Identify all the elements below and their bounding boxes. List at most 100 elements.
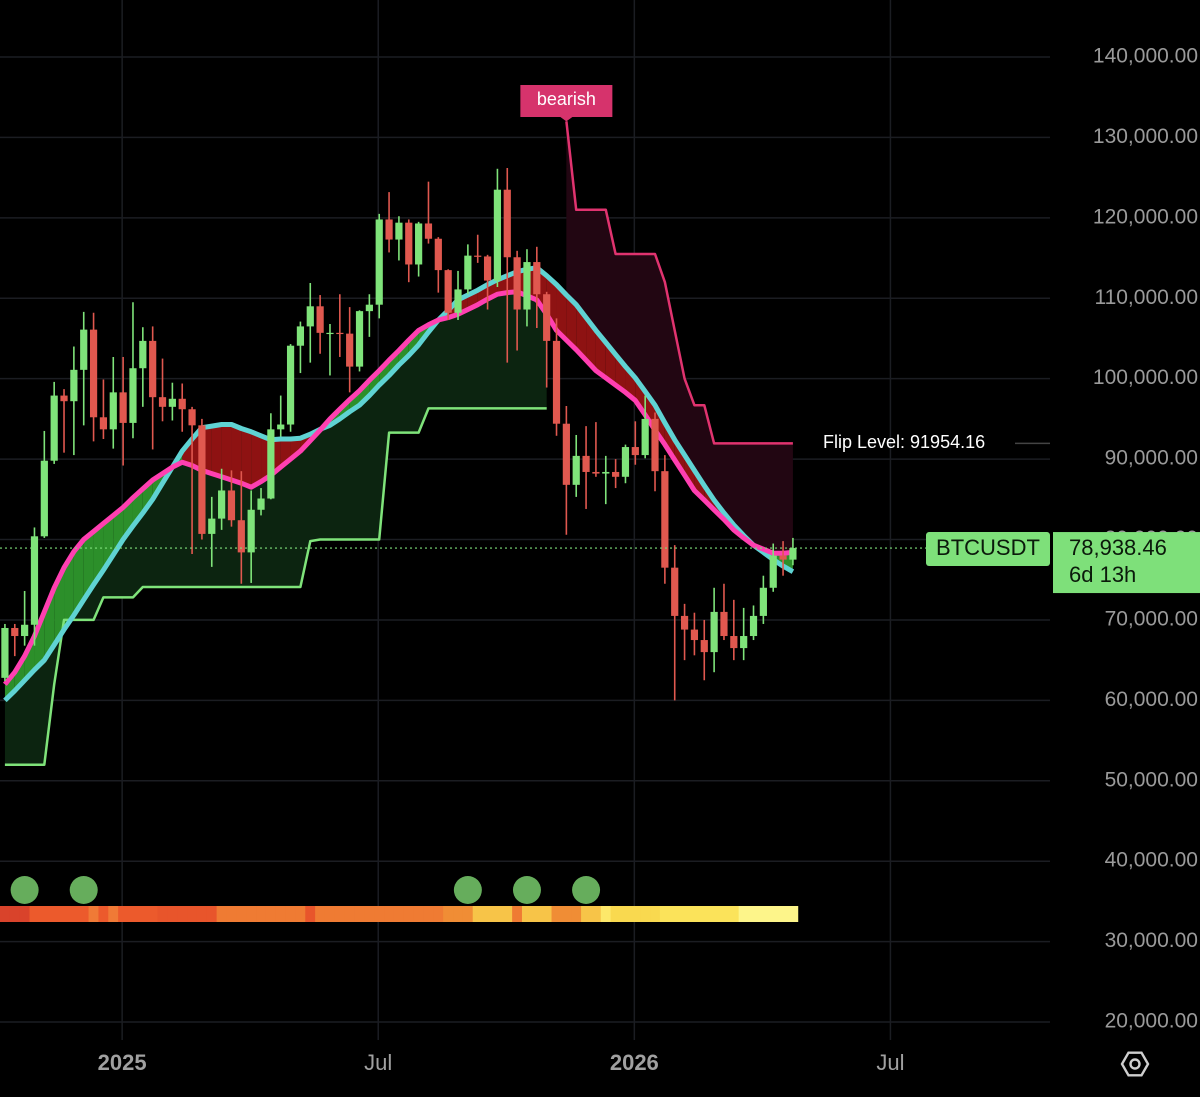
heat-cell [462,906,474,922]
candle-body [247,509,255,553]
heat-cell [709,906,720,922]
candle-body [336,332,344,335]
candle-body [286,345,295,425]
symbol-box [926,532,1050,567]
heat-cell [521,906,533,922]
heat-cell [187,906,198,922]
heat-cell [453,906,464,922]
indicator-line [2,289,794,686]
heat-cell [413,906,424,922]
candle-body [661,471,669,568]
ma-cloud [290,438,301,460]
y-tick-label: 50,000.00 [1105,768,1198,791]
candle-body [680,615,689,630]
ma-cloud [674,439,685,476]
signal-dot [453,876,482,904]
heat-cell [226,906,237,922]
candle-body [70,369,78,402]
heat-cell [216,906,227,922]
heat-cell [472,906,484,922]
heat-cell [551,906,562,922]
candle-body [277,424,285,430]
heat-cell [492,906,503,922]
candle-body [1,627,9,678]
y-tick-label: 130,000.00 [1093,125,1198,148]
candle-body [641,418,649,456]
heat-cell [600,906,612,922]
candle-body [769,555,777,588]
indicator-line [565,121,793,445]
heat-cell [0,906,11,922]
heat-cell [541,906,552,922]
x-tick-label: 2025 [98,1050,147,1075]
heat-cell [403,906,415,922]
y-tick-label: 120,000.00 [1093,205,1198,228]
symbol-label: BTCUSDT [936,535,1040,560]
candle-body [178,398,186,410]
candle-body [168,398,176,407]
candle-body [60,395,68,402]
y-tick-label: 70,000.00 [1105,607,1198,630]
ma-cloud [4,672,15,701]
candle-body [749,615,758,637]
heat-cell [127,906,139,922]
candle-body [139,340,147,369]
heat-cell [787,906,799,922]
heat-cell [275,906,287,922]
heat-cell [19,906,30,922]
candle-body [454,289,462,313]
signal-label: bearish [537,89,596,109]
candle-body [257,498,265,510]
settings-icon-center [1129,1058,1141,1070]
heat-cell [384,906,395,922]
heat-cell [78,906,90,922]
heat-cell [531,906,543,922]
x-tick-label: 2026 [610,1050,659,1075]
ma-cloud [408,330,419,356]
heat-cell [157,906,168,922]
candle-body [267,429,275,499]
settings-button[interactable] [1120,1051,1150,1077]
candle-body [592,471,600,474]
candle-body [789,548,797,560]
candle-body [405,222,413,265]
heat-cell [118,906,129,922]
settings-icon [1120,1051,1150,1077]
ma-cloud [655,405,665,445]
heat-cell [699,906,710,922]
candle-body [296,326,305,346]
heat-cell [689,906,700,922]
candle-body [671,567,679,616]
ma-cloud [64,551,74,630]
y-tick-label: 60,000.00 [1105,688,1198,711]
price-box [1053,532,1200,594]
x-tick-label: Jul [876,1050,904,1075]
heat-cell [315,906,326,922]
heat-cell [285,906,296,922]
indicator-line [4,407,547,766]
candle-body [346,333,354,367]
heat-cell [334,906,346,922]
candle-body [759,587,767,616]
heat-cell [324,906,336,922]
heat-cell [206,906,218,922]
heat-cell [630,906,641,922]
heat-cell [620,906,631,922]
signal-dot [512,876,541,904]
candle-body [631,447,639,456]
heat-cell [9,906,21,922]
heat-cell [393,906,405,922]
heat-cell [305,906,316,922]
heat-cell [679,906,690,922]
candle-body [89,329,98,418]
heat-cell [39,906,50,922]
candle-body [464,255,472,290]
y-tick-label: 20,000.00 [1105,1010,1198,1033]
price-label: 78,938.46 [1069,535,1167,560]
candle-body [99,417,108,430]
candle-body [533,262,541,295]
candle-body [218,490,226,519]
candle-body [109,392,117,430]
heat-cell [256,906,267,922]
